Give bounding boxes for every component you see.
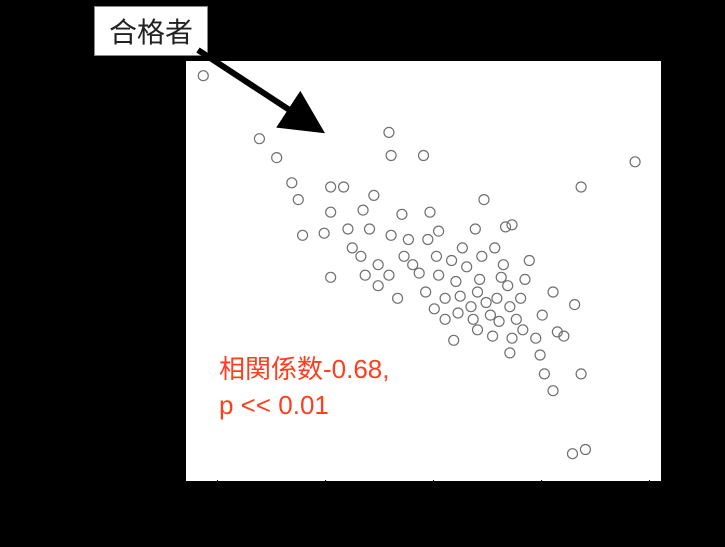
x-tick-mark bbox=[325, 480, 326, 487]
y-tick-label: 300 bbox=[132, 393, 165, 416]
y-tick-label: 350 bbox=[132, 288, 165, 311]
y-tick-mark bbox=[178, 197, 185, 198]
x-tick-mark bbox=[649, 480, 650, 487]
arrow-overlay bbox=[0, 0, 725, 547]
x-tick-label: 250 bbox=[199, 489, 232, 512]
x-tick-label: 350 bbox=[415, 489, 448, 512]
x-tick-label: 400 bbox=[523, 489, 556, 512]
x-tick-mark bbox=[541, 480, 542, 487]
x-tick-mark bbox=[433, 480, 434, 487]
callout-arrow bbox=[198, 50, 320, 130]
y-tick-mark bbox=[178, 407, 185, 408]
y-tick-label: 450 bbox=[132, 78, 165, 101]
y-tick-label: 400 bbox=[132, 183, 165, 206]
y-tick-mark bbox=[178, 302, 185, 303]
x-tick-label: 300 bbox=[307, 489, 340, 512]
x-tick-mark bbox=[217, 480, 218, 487]
y-tick-mark bbox=[178, 92, 185, 93]
x-tick-label: 450 bbox=[631, 489, 664, 512]
